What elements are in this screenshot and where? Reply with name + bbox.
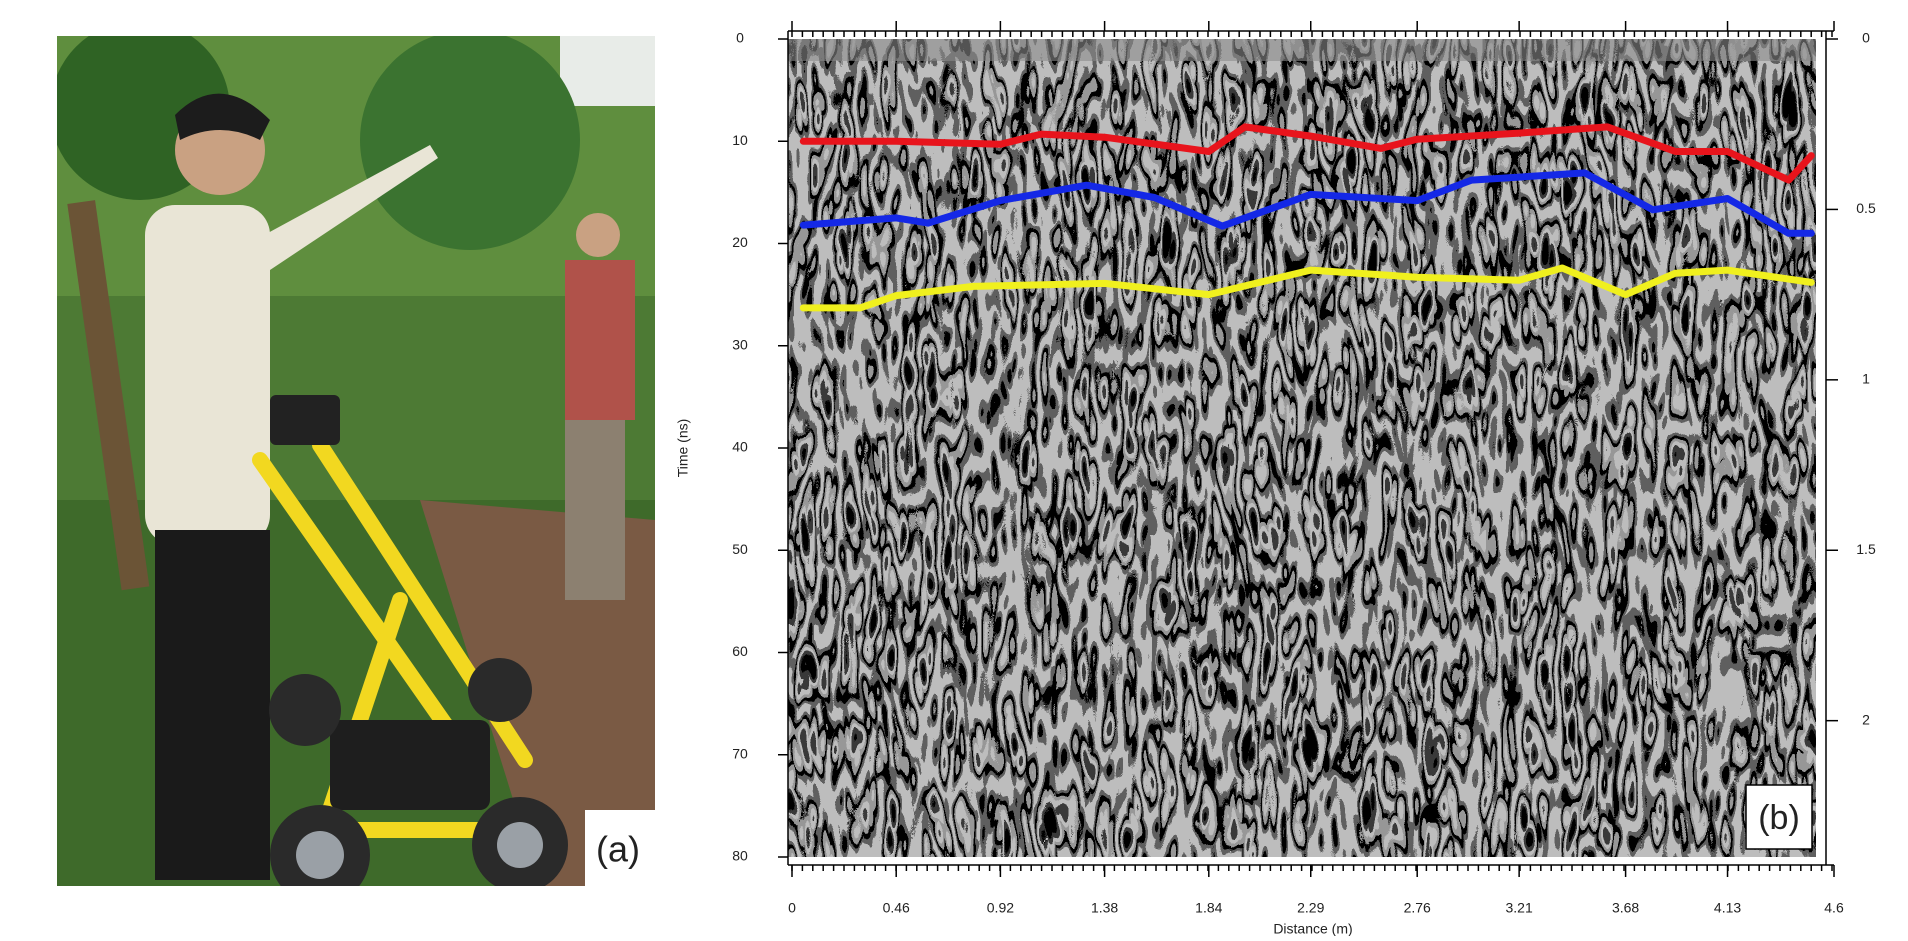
x-tick-label: 1.84 [1195, 900, 1222, 916]
y-tick-label: 60 [732, 643, 748, 659]
horizon-line [799, 123, 1815, 184]
x-tick-label: 2.76 [1404, 900, 1431, 916]
x-tick-label: 4.6 [1824, 900, 1844, 916]
x-tick-label: 0 [788, 900, 796, 916]
label-box [1745, 784, 1813, 850]
x-tick-label: 0.46 [883, 900, 910, 916]
x-tick-label: 3.21 [1506, 900, 1533, 916]
y2-tick-label: 1.5 [1856, 541, 1876, 557]
x-tick-label: 2.29 [1297, 900, 1324, 916]
x-axis-label: Distance (m) [1273, 921, 1352, 936]
photo [57, 36, 655, 886]
y-tick-label: 30 [732, 336, 748, 352]
y-tick-label: 0 [736, 30, 744, 46]
y2-tick-label: 1 [1862, 371, 1870, 387]
y-tick-label: 50 [732, 541, 748, 557]
radargram-texture [788, 39, 1816, 857]
panel-label: (b) [1758, 799, 1800, 837]
horizon-line [799, 264, 1815, 312]
y2-tick-label: 0.5 [1856, 200, 1876, 216]
y-tick-label: 70 [732, 745, 748, 761]
y-tick-label: 40 [732, 439, 748, 455]
y-tick-label: 20 [732, 234, 748, 250]
y-tick-label: 80 [732, 848, 748, 864]
y2-tick-label: 2 [1862, 711, 1870, 727]
y-axis-label: Time (ns) [675, 419, 691, 478]
x-tick-label: 1.38 [1091, 900, 1118, 916]
horizon-line [799, 169, 1815, 237]
y-tick-label: 10 [732, 132, 748, 148]
y2-tick-label: 0 [1862, 30, 1870, 46]
direct-wave [788, 39, 1816, 61]
x-tick-label: 3.68 [1612, 900, 1639, 916]
x-tick-label: 4.13 [1714, 900, 1741, 916]
panel-label: (a) [596, 829, 640, 870]
x-tick-label: 0.92 [987, 900, 1014, 916]
